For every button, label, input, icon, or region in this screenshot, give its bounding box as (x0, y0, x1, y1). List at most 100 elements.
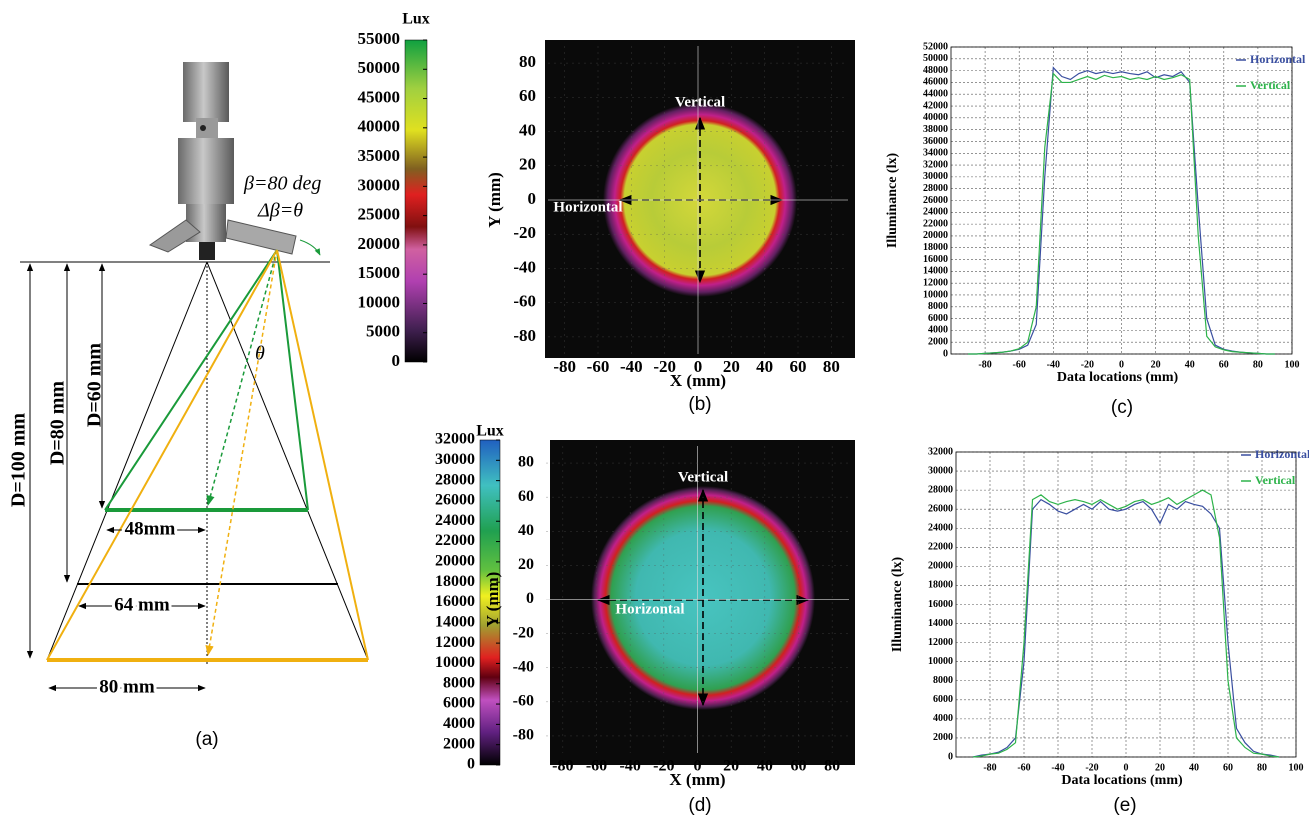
y-tick-label: 10000 (923, 289, 948, 300)
x-tick-label: 60 (1219, 359, 1229, 370)
x-tick-label: -80 (553, 357, 576, 376)
y-tick-label: 4000 (928, 325, 948, 336)
y-tick-label: 32000 (923, 159, 948, 170)
y-tick-label: 80 (519, 52, 536, 71)
colorbar-tick-label: 50000 (358, 58, 401, 77)
heatmap-spot (591, 486, 815, 710)
y-tick-label: 0 (943, 348, 948, 359)
colorbar-tick-label: 2000 (443, 735, 475, 752)
y-tick-label: 48000 (923, 65, 948, 76)
y-tick-label: 40 (519, 120, 536, 139)
y-tick-label: 26000 (928, 503, 953, 514)
colorbar-tick-label: 26000 (435, 492, 475, 509)
x-tick-label: -60 (587, 357, 610, 376)
x-tick-label: 80 (1257, 762, 1267, 773)
y-tick-label: 2000 (928, 336, 948, 347)
y-tick-label: 14000 (928, 618, 953, 629)
caption: (b) (688, 394, 711, 415)
y-tick-label: 20 (519, 155, 536, 174)
caption: (c) (1111, 397, 1133, 418)
x-tick-label: 20 (1151, 359, 1161, 370)
colorbar-tick-label: 10000 (435, 654, 475, 671)
annotation: Vertical (675, 94, 725, 110)
x-tick-label: 40 (1185, 359, 1195, 370)
x-tick-label: -60 (1013, 359, 1026, 370)
y-tick-label: 80 (518, 454, 534, 471)
y-tick-label: 46000 (923, 77, 948, 88)
x-tick-label: 60 (791, 758, 807, 775)
y-axis-label: Y (mm) (483, 572, 502, 628)
colorbar-tick-label: 32000 (435, 431, 475, 448)
colorbar-tick-label: 35000 (358, 146, 401, 165)
colorbar (405, 40, 427, 362)
device-pin (200, 125, 206, 131)
y-tick-label: 6000 (933, 694, 953, 705)
x-tick-label: 40 (756, 357, 773, 376)
label: Δβ=θ (257, 200, 303, 222)
y-tick-label: -80 (513, 326, 536, 345)
y-tick-label: 36000 (923, 136, 948, 147)
label: 64 mm (114, 594, 170, 615)
x-tick-label: 0 (1119, 359, 1124, 370)
x-axis-label: X (mm) (669, 770, 725, 789)
y-axis-label: Illuminance (lx) (890, 557, 905, 653)
y-tick-label: 18000 (928, 580, 953, 591)
y-tick-label: 18000 (923, 242, 948, 253)
y-axis-label: Illuminance (lx) (885, 153, 900, 249)
green-ray (208, 250, 277, 505)
device-cap (183, 62, 229, 122)
tilt-arrow (300, 240, 320, 255)
x-tick-label: -20 (1085, 762, 1098, 773)
y-tick-label: 12000 (923, 277, 948, 288)
y-tick-label: 32000 (928, 446, 953, 457)
label: 48mm (125, 518, 176, 539)
y-tick-label: 34000 (923, 148, 948, 159)
colorbar-tick-label: 28000 (435, 471, 475, 488)
colorbar-tick-label: 55000 (358, 29, 401, 48)
caption: (d) (688, 795, 711, 816)
y-tick-label: 24000 (923, 207, 948, 218)
x-tick-label: 80 (1253, 359, 1263, 370)
colorbar-tick-label: 0 (467, 756, 475, 773)
annotation: Vertical (678, 469, 728, 485)
x-tick-label: 40 (757, 758, 773, 775)
y-tick-label: 26000 (923, 195, 948, 206)
y-tick-label: -40 (513, 257, 536, 276)
label: D=80 mm (47, 381, 69, 466)
y-tick-label: 28000 (923, 183, 948, 194)
x-tick-label: 40 (1189, 762, 1199, 773)
colorbar-tick-label: 25000 (358, 205, 401, 224)
x-tick-label: -60 (1017, 762, 1030, 773)
annotation: Horizontal (553, 199, 622, 215)
x-tick-label: -80 (983, 762, 996, 773)
y-tick-label: 30000 (928, 465, 953, 476)
diagram: β=80 deg Δβ=θ θ D=60 mm D=80 mm D=100 mm… (8, 62, 368, 750)
y-tick-label: -40 (513, 658, 534, 675)
y-tick-label: 52000 (923, 41, 948, 52)
y-tick-label: 12000 (928, 637, 953, 648)
y-tick-label: 28000 (928, 484, 953, 495)
colorbar-tick-label: 22000 (435, 532, 475, 549)
colorbar-tick-label: 14000 (435, 613, 475, 630)
label: D=60 mm (84, 343, 106, 428)
y-tick-label: 60 (518, 488, 534, 505)
colorbar-tick-label: 45000 (358, 87, 401, 106)
colorbar-tick-label: 10000 (358, 292, 401, 311)
colorbar-tick-label: 18000 (435, 573, 475, 590)
y-tick-label: 6000 (928, 313, 948, 324)
y-tick-label: 24000 (928, 523, 953, 534)
colorbar-tick-label: 20000 (358, 234, 401, 253)
colorbar-tick-label: 30000 (358, 175, 401, 194)
colorbar-label: Lux (476, 423, 504, 440)
colorbar-tick-label: 40000 (358, 117, 401, 136)
y-tick-label: 16000 (923, 254, 948, 265)
x-axis-label: Data locations (mm) (1061, 773, 1183, 788)
x-axis-label: Data locations (mm) (1057, 370, 1179, 385)
y-tick-label: -60 (513, 292, 536, 311)
y-tick-label: 10000 (928, 656, 953, 667)
colorbar-tick-label: 15000 (358, 263, 401, 282)
x-tick-label: 60 (1223, 762, 1233, 773)
figure: β=80 deg Δβ=θ θ D=60 mm D=80 mm D=100 mm… (0, 0, 1309, 820)
y-tick-label: 40000 (923, 112, 948, 123)
y-tick-label: 0 (526, 590, 534, 607)
